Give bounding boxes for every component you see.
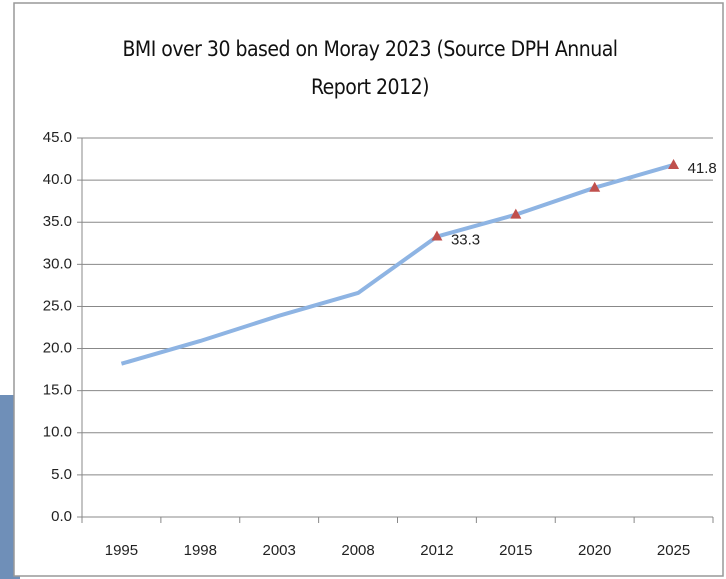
y-tick-label: 30.0 [43, 255, 72, 272]
y-tick-label: 0.0 [51, 508, 72, 525]
data-label: 33.3 [451, 232, 480, 249]
chart-title: BMI over 30 based on Moray 2023 (Source … [122, 37, 618, 99]
marker [510, 208, 522, 219]
data-line [120, 163, 675, 366]
x-tick-label: 1998 [184, 542, 217, 559]
marker [668, 158, 680, 169]
x-tick-label: 2012 [420, 542, 453, 559]
y-tick-label: 35.0 [43, 213, 72, 230]
y-tick-label: 10.0 [43, 424, 72, 441]
chart-frame [13, 2, 724, 577]
y-tick-label: 15.0 [43, 382, 72, 399]
x-tick-label: 2008 [341, 542, 374, 559]
marker [589, 181, 601, 192]
x-tick-label: 2003 [263, 542, 296, 559]
y-tick-label: 25.0 [43, 297, 72, 314]
marker [431, 230, 443, 241]
y-tick-label: 40.0 [43, 171, 72, 188]
x-tick-label: 2025 [657, 542, 690, 559]
x-tick-label: 2020 [578, 542, 611, 559]
y-tick-label: 45.0 [43, 129, 72, 146]
x-tick-label: 1995 [105, 542, 138, 559]
x-tick-label: 2015 [499, 542, 532, 559]
y-tick-label: 20.0 [43, 340, 72, 357]
data-label: 41.8 [688, 160, 717, 177]
y-tick-label: 5.0 [51, 466, 72, 483]
